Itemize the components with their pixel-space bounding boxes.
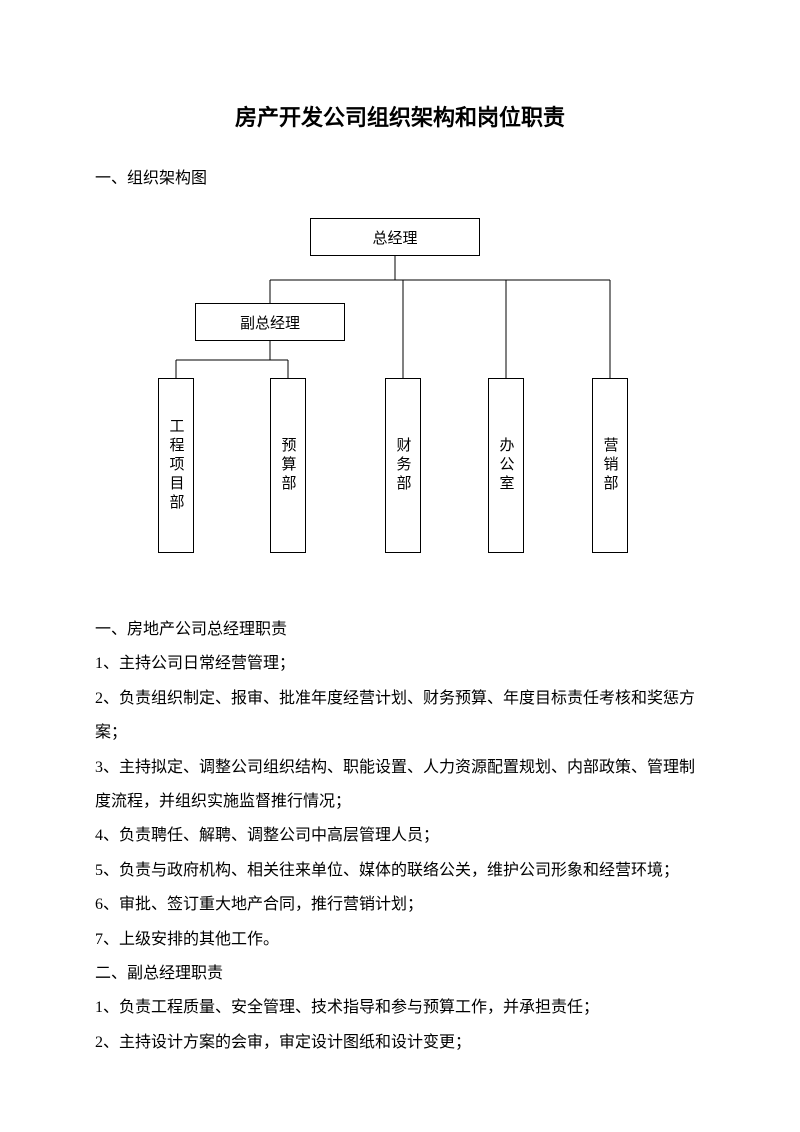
- body-line: 2、负责组织制定、报审、批准年度经营计划、财务预算、年度目标责任考核和奖惩方案；: [95, 682, 705, 751]
- section-heading-1: 一、组织架构图: [95, 164, 705, 188]
- body-line: 5、负责与政府机构、相关往来单位、媒体的联络公关，维护公司形象和经营环境；: [95, 854, 705, 888]
- body-line: 4、负责聘任、解聘、调整公司中高层管理人员；: [95, 819, 705, 853]
- body-content: 一、房地产公司总经理职责1、主持公司日常经营管理；2、负责组织制定、报审、批准年…: [95, 613, 705, 1060]
- body-line: 1、负责工程质量、安全管理、技术指导和参与预算工作，并承担责任；: [95, 991, 705, 1025]
- body-line: 3、主持拟定、调整公司组织结构、职能设置、人力资源配置规划、内部政策、管理制度流…: [95, 751, 705, 820]
- body-line: 7、上级安排的其他工作。: [95, 923, 705, 957]
- org-node-d1: 工程项目部: [158, 378, 194, 553]
- body-line: 2、主持设计方案的会审，审定设计图纸和设计变更；: [95, 1026, 705, 1060]
- org-node-vgm: 副总经理: [195, 303, 345, 341]
- body-line: 6、审批、签订重大地产合同，推行营销计划；: [95, 888, 705, 922]
- org-chart: 总经理副总经理工程项目部 预算部 财务部 办公室 营销部: [95, 208, 705, 588]
- org-node-d2: 预算部: [270, 378, 306, 553]
- body-line: 一、房地产公司总经理职责: [95, 613, 705, 647]
- org-node-d4: 办公室: [488, 378, 524, 553]
- page-title: 房产开发公司组织架构和岗位职责: [95, 100, 705, 132]
- org-node-d3: 财务部: [385, 378, 421, 553]
- body-line: 二、副总经理职责: [95, 957, 705, 991]
- org-node-gm: 总经理: [310, 218, 480, 256]
- org-node-d5: 营销部: [592, 378, 628, 553]
- body-line: 1、主持公司日常经营管理；: [95, 647, 705, 681]
